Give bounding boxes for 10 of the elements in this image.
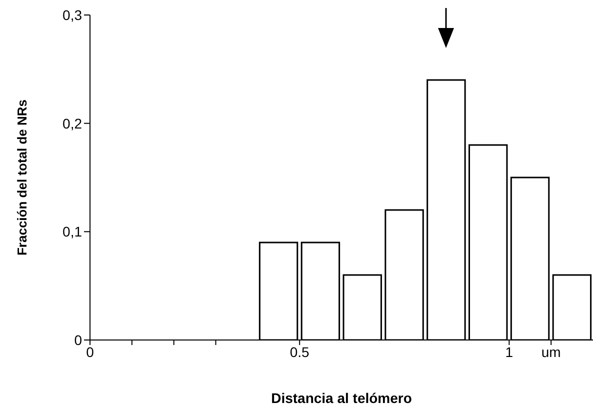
y-tick-label: 0,1 bbox=[62, 224, 82, 240]
x-axis-title: Distancia al telómero bbox=[271, 390, 412, 405]
x-tick-label: 1 bbox=[505, 344, 514, 360]
x-tick-label: um bbox=[541, 344, 561, 360]
x-tick-label: 0 bbox=[86, 344, 94, 360]
x-tick-label: 0.5 bbox=[290, 344, 310, 360]
y-tick-label: 0,3 bbox=[62, 6, 82, 23]
y-tick-label: 0 bbox=[74, 332, 82, 348]
y-tick-label: 0,2 bbox=[62, 115, 82, 132]
y-axis-title: Fracción del total de NRs bbox=[14, 99, 30, 256]
